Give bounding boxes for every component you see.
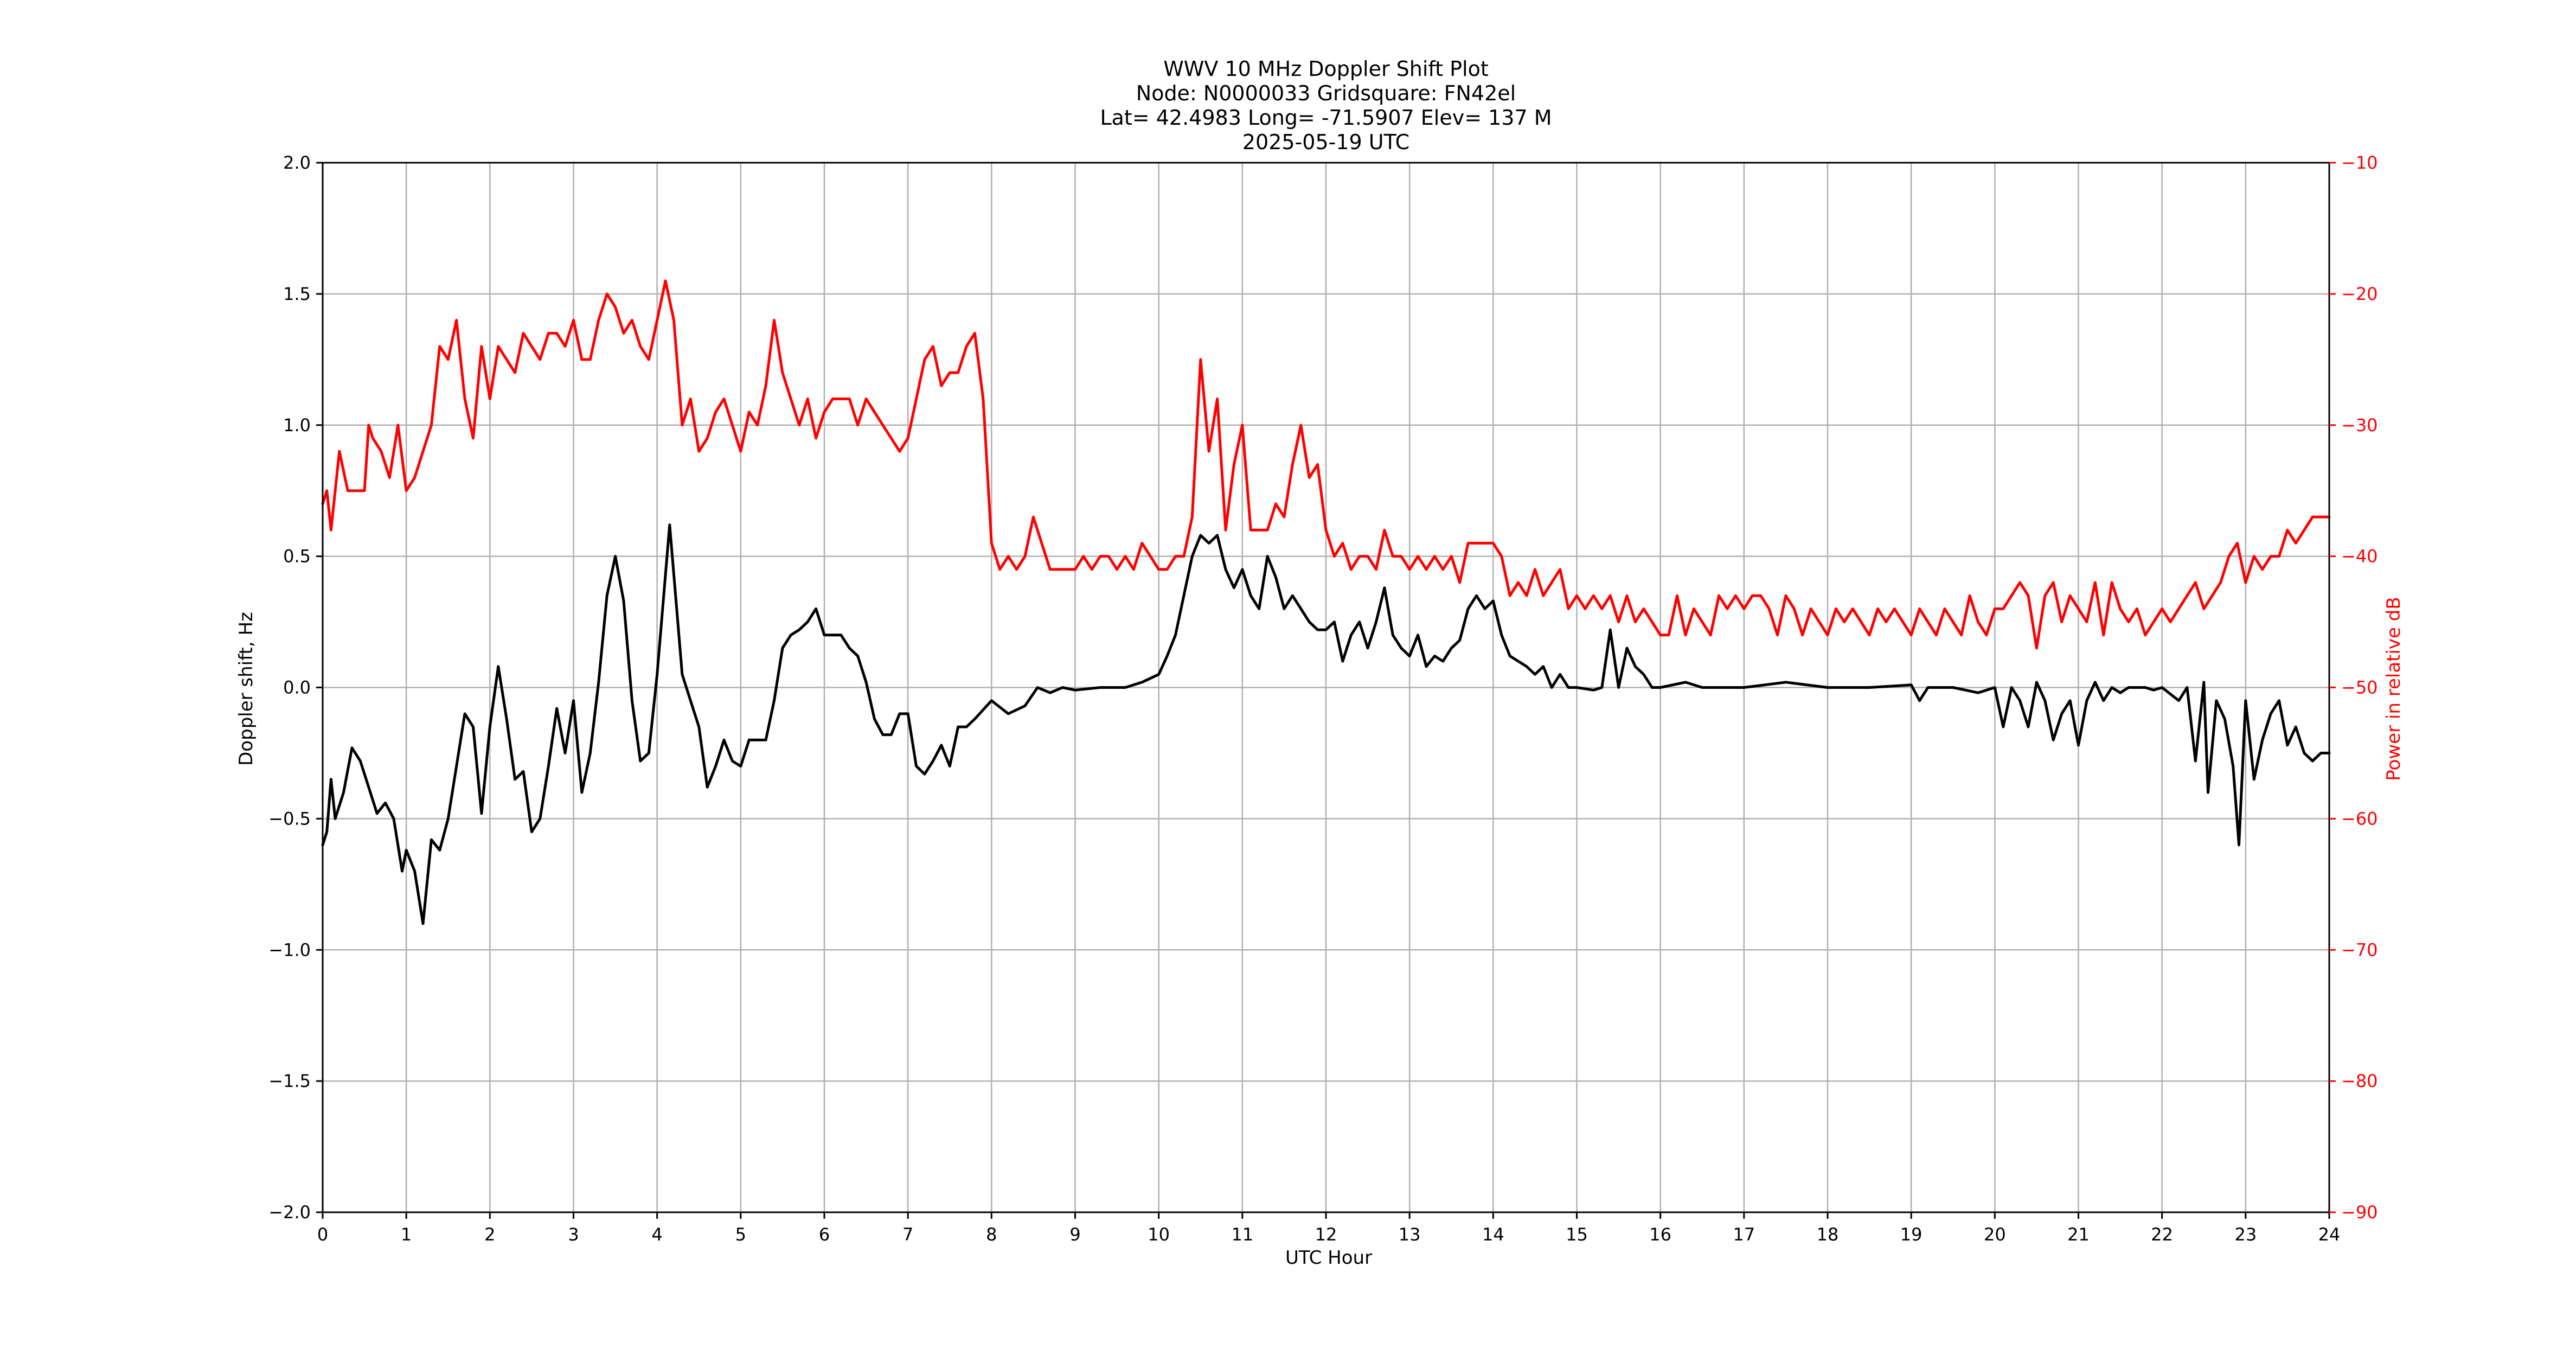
y2-tick-label: −90 — [2341, 1202, 2378, 1223]
x-tick-label: 14 — [1482, 1224, 1504, 1245]
x-tick-label: 18 — [1817, 1224, 1839, 1245]
plot-area — [321, 279, 2331, 925]
y-tick-label: −1.0 — [268, 939, 311, 960]
x-tick-label: 24 — [2318, 1224, 2341, 1245]
y2-tick-label: −80 — [2341, 1071, 2378, 1091]
x-tick-label: 8 — [986, 1224, 997, 1245]
y-tick-label: 0.0 — [283, 677, 311, 698]
x-tick-label: 22 — [2151, 1224, 2173, 1245]
title-line-4: 2025-05-19 UTC — [1242, 130, 1409, 154]
y2-tick-label: −30 — [2341, 415, 2378, 436]
x-tick-label: 9 — [1069, 1224, 1080, 1245]
y2-tick-label: −70 — [2341, 939, 2378, 960]
x-axis-label: UTC Hour — [1285, 1247, 1372, 1269]
y-tick-label: 1.5 — [283, 284, 311, 304]
power-series-line — [321, 279, 2331, 650]
doppler-series-line — [321, 523, 2331, 925]
x-tick-label: 19 — [1900, 1224, 1923, 1245]
y-tick-label: −2.0 — [268, 1202, 311, 1223]
x-tick-label: 20 — [1984, 1224, 2006, 1245]
y2-tick-label: −40 — [2341, 546, 2378, 567]
x-tick-label: 16 — [1649, 1224, 1671, 1245]
title-line-1: WWV 10 MHz Doppler Shift Plot — [1163, 57, 1489, 81]
grid-lines — [322, 162, 2330, 1213]
x-tick-label: 12 — [1315, 1224, 1337, 1245]
y-axis-label-left: Doppler shift, Hz — [235, 612, 257, 766]
x-tick-label: 7 — [902, 1224, 913, 1245]
x-tick-label: 10 — [1148, 1224, 1170, 1245]
x-tick-label: 13 — [1399, 1224, 1421, 1245]
y-axis-left: 2.0 1.5 1.0 0.5 0.0 −0.5 −1.0 −1.5 −2.0 — [268, 152, 323, 1223]
y-tick-label: 1.0 — [283, 415, 311, 436]
y-tick-label: 2.0 — [283, 152, 311, 173]
x-tick-label: 17 — [1733, 1224, 1755, 1245]
x-tick-label: 5 — [735, 1224, 746, 1245]
x-tick-label: 6 — [819, 1224, 830, 1245]
x-axis: 0 1 2 3 4 5 6 7 8 9 10 11 12 13 14 15 16 17 18 19 20 21 22 23 24 — [317, 1212, 2341, 1245]
x-tick-label: 15 — [1566, 1224, 1588, 1245]
x-tick-label: 2 — [484, 1224, 495, 1245]
title-line-3: Lat= 42.4983 Long= -71.5907 Elev= 137 M — [1100, 106, 1552, 130]
x-tick-label: 1 — [401, 1224, 412, 1245]
x-tick-label: 11 — [1231, 1224, 1253, 1245]
x-tick-label: 4 — [651, 1224, 662, 1245]
y2-tick-label: −50 — [2341, 677, 2378, 698]
y-tick-label: −1.5 — [268, 1071, 311, 1091]
y2-tick-label: −10 — [2341, 152, 2378, 173]
title-line-2: Node: N0000033 Gridsquare: FN42el — [1136, 81, 1516, 105]
y-tick-label: −0.5 — [268, 808, 311, 829]
y-axis-label-right: Power in relative dB — [2383, 597, 2405, 781]
y-tick-label: 0.5 — [283, 546, 311, 567]
x-tick-label: 3 — [568, 1224, 579, 1245]
x-tick-label: 21 — [2067, 1224, 2090, 1245]
y-axis-right: −10 −20 −30 −40 −50 −60 −70 −80 −90 — [2329, 152, 2378, 1223]
y2-tick-label: −20 — [2341, 284, 2378, 304]
x-tick-label: 0 — [317, 1224, 328, 1245]
y2-tick-label: −60 — [2341, 808, 2378, 829]
x-tick-label: 23 — [2234, 1224, 2257, 1245]
